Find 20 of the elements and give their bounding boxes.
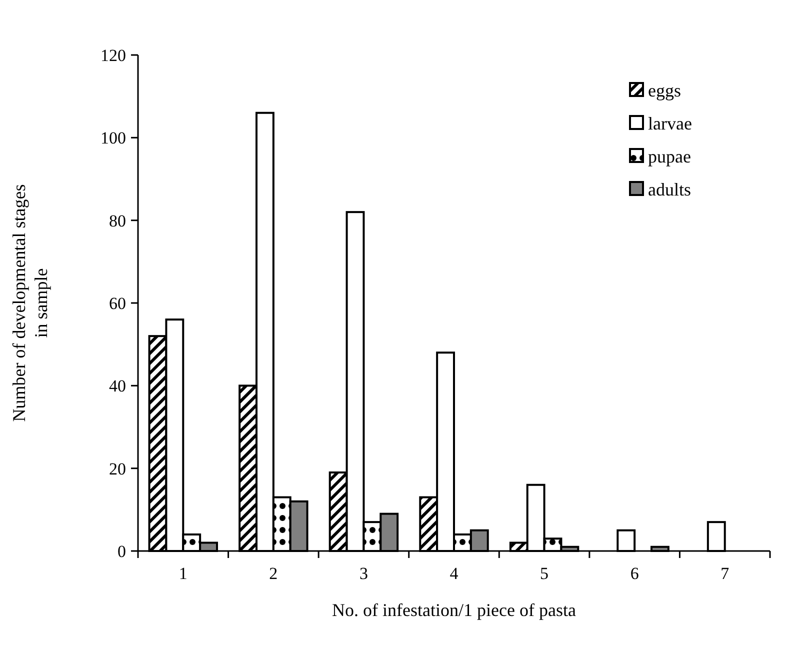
x-tick-label: 5 — [540, 564, 549, 583]
y-tick-label: 80 — [109, 211, 126, 230]
y-tick-label: 120 — [100, 46, 126, 65]
legend-label: eggs — [648, 80, 681, 100]
x-tick-label: 6 — [630, 564, 639, 583]
x-axis-title: No. of infestation/1 piece of pasta — [332, 600, 576, 620]
y-tick-label: 40 — [109, 376, 126, 396]
legend-label: pupae — [648, 146, 691, 166]
y-tick-label: 60 — [109, 294, 126, 313]
x-tick-label: 1 — [178, 564, 188, 583]
y-tick-label: 20 — [109, 459, 126, 478]
x-tick-label: 3 — [359, 564, 368, 583]
x-tick-label: 7 — [720, 564, 730, 583]
x-tick-label: 2 — [269, 564, 278, 583]
legend-label: adults — [648, 179, 691, 200]
y-tick-label: 0 — [118, 542, 126, 561]
y-tick-label: 100 — [100, 128, 126, 148]
x-tick-label: 4 — [450, 564, 459, 583]
legend-label: larvae — [648, 113, 692, 134]
y-axis-title: Number of developmental stages in sample — [9, 184, 51, 422]
